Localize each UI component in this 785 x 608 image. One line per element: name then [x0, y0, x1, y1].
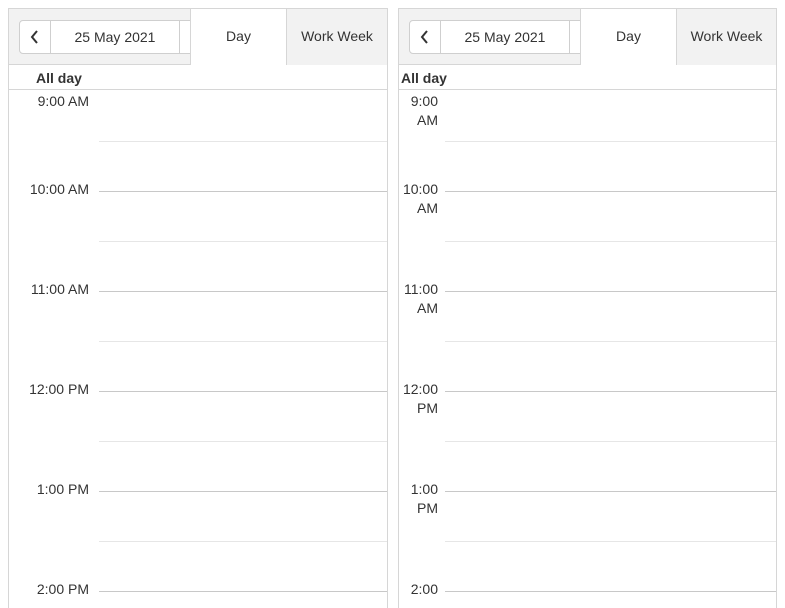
- tab-day[interactable]: Day: [190, 9, 287, 66]
- time-label: 9:00 AM: [410, 93, 438, 128]
- time-label: 10:00 AM: [402, 181, 438, 216]
- grid-line-half: [445, 541, 776, 542]
- grid-line-half: [99, 341, 387, 342]
- tab-work-week[interactable]: Work Week: [677, 9, 776, 65]
- grid-line-hour: [99, 391, 387, 392]
- grid-line-half: [445, 141, 776, 142]
- chevron-left-icon: [420, 30, 428, 44]
- tab-work-week[interactable]: Work Week: [287, 9, 387, 65]
- scheduler-right: 25 May 2021 Day Work Week All day 9:00 A…: [398, 8, 777, 608]
- grid-line-hour: [445, 391, 776, 392]
- time-label: 12:00 PM: [29, 381, 89, 397]
- grid-line-hour: [445, 491, 776, 492]
- prev-date-button[interactable]: [19, 20, 51, 54]
- time-label: 9:00 AM: [37, 93, 89, 109]
- time-label: 10:00 AM: [29, 181, 89, 197]
- grid-line-hour: [445, 291, 776, 292]
- time-label: 1:00 PM: [36, 481, 89, 497]
- grid-line-hour: [99, 191, 387, 192]
- allday-label: All day: [401, 70, 447, 86]
- grid-line-half: [99, 141, 387, 142]
- time-label: 12:00 PM: [402, 381, 438, 416]
- grid-line-half: [99, 441, 387, 442]
- time-label: 11:00 AM: [404, 281, 438, 316]
- scheduler-toolbar: 25 May 2021 Day Work Week: [399, 9, 776, 66]
- date-range-button[interactable]: 25 May 2021: [50, 20, 180, 54]
- grid-line-hour: [99, 491, 387, 492]
- grid-line-half: [445, 341, 776, 342]
- time-label: 2:00: [410, 581, 438, 597]
- grid-line-hour: [99, 291, 387, 292]
- scheduler-left: 25 May 2021 Day Work Week All day 9:00 A…: [8, 8, 388, 608]
- grid-line-hour: [445, 591, 776, 592]
- grid-line-half: [99, 541, 387, 542]
- tab-day[interactable]: Day: [580, 9, 677, 66]
- chevron-left-icon: [30, 30, 38, 44]
- grid-line-half: [445, 441, 776, 442]
- allday-row[interactable]: All day: [399, 65, 776, 90]
- grid-line-half: [445, 241, 776, 242]
- allday-row[interactable]: All day: [9, 65, 387, 90]
- grid-line-hour: [99, 591, 387, 592]
- grid-line-half: [99, 241, 387, 242]
- time-label: 2:00 PM: [36, 581, 89, 597]
- time-label: 11:00 AM: [30, 281, 89, 297]
- time-label: 1:00 PM: [410, 481, 438, 516]
- prev-date-button[interactable]: [409, 20, 441, 54]
- scheduler-toolbar: 25 May 2021 Day Work Week: [9, 9, 387, 66]
- allday-label: All day: [36, 70, 82, 86]
- grid-line-hour: [445, 191, 776, 192]
- date-range-button[interactable]: 25 May 2021: [440, 20, 570, 54]
